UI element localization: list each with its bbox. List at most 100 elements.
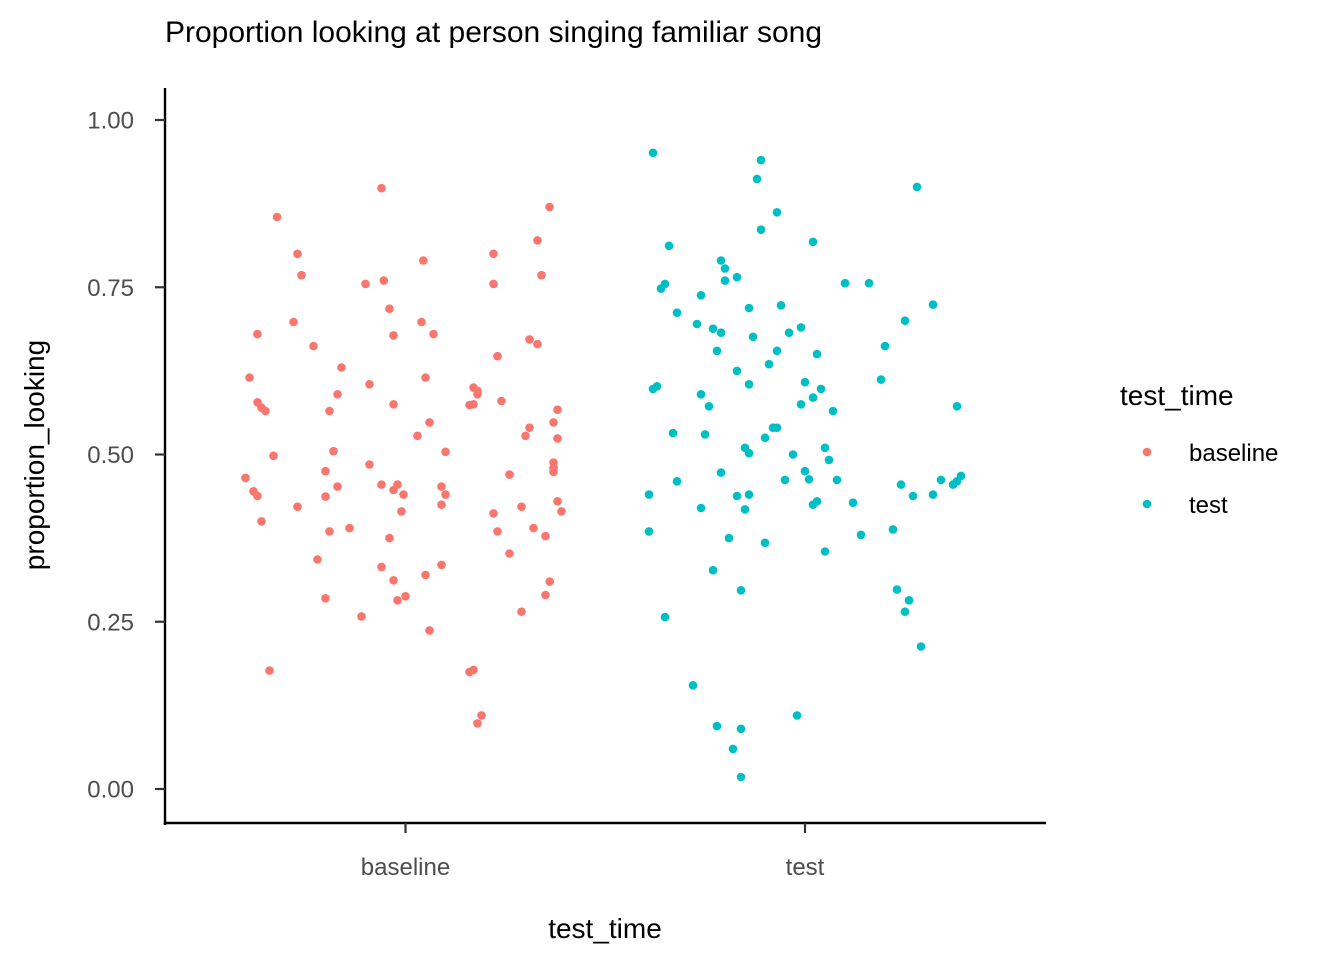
- data-point-baseline: [473, 719, 482, 728]
- data-point-test: [804, 475, 814, 484]
- data-point-test: [708, 324, 718, 334]
- data-point-test: [696, 390, 706, 399]
- data-point-test: [744, 490, 754, 499]
- y-tick-label: 0.75: [87, 275, 134, 302]
- data-point-test: [660, 612, 670, 622]
- x-axis-title: test_time: [548, 913, 662, 944]
- x-tick-label: baseline: [361, 854, 450, 881]
- data-point-test: [780, 475, 790, 485]
- data-point-test: [952, 402, 962, 411]
- data-point-test: [784, 328, 794, 338]
- data-point-test: [800, 466, 810, 476]
- data-point-baseline: [385, 533, 394, 543]
- data-point-test: [908, 491, 918, 501]
- data-point-test: [748, 332, 758, 342]
- data-point-test: [820, 547, 830, 556]
- data-point-test: [644, 490, 654, 499]
- data-point-baseline: [401, 592, 410, 601]
- data-point-baseline: [419, 256, 428, 265]
- data-point-baseline: [329, 446, 338, 456]
- data-point-baseline: [437, 500, 446, 510]
- data-point-test: [808, 393, 818, 402]
- data-point-baseline: [325, 406, 334, 416]
- data-point-baseline: [417, 317, 426, 327]
- data-point-baseline: [533, 236, 542, 245]
- data-point-test: [648, 148, 658, 158]
- data-point-test: [736, 724, 746, 734]
- data-point-baseline: [549, 418, 558, 427]
- data-point-test: [732, 272, 742, 282]
- data-point-baseline: [389, 400, 398, 409]
- data-point-baseline: [549, 458, 558, 467]
- data-point-test: [772, 208, 782, 217]
- data-point-test: [740, 505, 750, 514]
- data-point-baseline: [253, 491, 262, 501]
- data-point-test: [892, 585, 902, 594]
- data-point-baseline: [325, 527, 334, 536]
- legend: test_time baseline test: [1120, 380, 1278, 519]
- data-point-test: [720, 264, 730, 273]
- data-point-test: [856, 530, 866, 540]
- y-tick-label: 1.00: [87, 108, 134, 135]
- data-point-test: [664, 241, 674, 251]
- data-point-baseline: [489, 279, 498, 289]
- data-point-test: [900, 316, 910, 326]
- data-point-baseline: [437, 560, 446, 570]
- data-point-test: [716, 256, 726, 265]
- data-point-test: [696, 291, 706, 300]
- data-point-baseline: [293, 249, 302, 259]
- data-point-baseline: [425, 418, 434, 427]
- data-point-baseline: [393, 596, 402, 605]
- data-point-baseline: [293, 502, 302, 512]
- data-point-test: [828, 406, 838, 416]
- data-point-test: [764, 359, 774, 369]
- data-point-test: [912, 182, 922, 192]
- data-point-baseline: [473, 390, 482, 399]
- data-point-test: [864, 278, 874, 288]
- data-point-test: [796, 323, 806, 332]
- data-point-baseline: [309, 341, 318, 351]
- data-point-baseline: [553, 405, 562, 415]
- data-point-baseline: [505, 470, 514, 479]
- data-point-baseline: [421, 373, 430, 382]
- x-axis: baseline test: [163, 821, 1046, 881]
- data-point-test: [712, 346, 722, 356]
- data-point-baseline: [389, 331, 398, 340]
- data-point-test: [820, 443, 830, 453]
- data-point-baseline: [399, 490, 408, 499]
- y-tick-label: 0.00: [87, 777, 134, 804]
- data-point-baseline: [477, 711, 486, 720]
- data-point-baseline: [385, 304, 394, 314]
- legend-key-test: [1142, 499, 1152, 509]
- data-point-baseline: [493, 351, 502, 361]
- data-point-test: [760, 433, 770, 443]
- data-point-baseline: [505, 549, 514, 558]
- y-axis-title: proportion_looking: [19, 340, 50, 570]
- data-point-baseline: [333, 390, 342, 399]
- data-point-baseline: [557, 507, 566, 516]
- data-point-test: [708, 565, 718, 575]
- legend-title: test_time: [1120, 380, 1234, 411]
- data-point-test: [896, 480, 906, 489]
- data-point-test: [812, 349, 822, 359]
- data-points: [241, 148, 966, 782]
- data-point-baseline: [313, 555, 322, 564]
- data-point-baseline: [413, 431, 422, 441]
- data-point-test: [720, 276, 730, 285]
- data-point-test: [800, 377, 810, 387]
- data-point-test: [672, 308, 682, 318]
- data-point-baseline: [269, 451, 278, 461]
- data-point-test: [824, 455, 834, 465]
- data-point-baseline: [379, 276, 389, 285]
- data-point-test: [936, 475, 946, 485]
- data-point-test: [752, 174, 762, 184]
- data-point-test: [716, 328, 726, 338]
- data-point-test: [888, 525, 898, 534]
- data-point-baseline: [397, 507, 406, 516]
- data-point-test: [880, 341, 890, 351]
- data-point-baseline: [497, 396, 506, 406]
- data-point-baseline: [437, 482, 446, 491]
- data-point-baseline: [361, 279, 370, 289]
- data-point-test: [644, 527, 654, 536]
